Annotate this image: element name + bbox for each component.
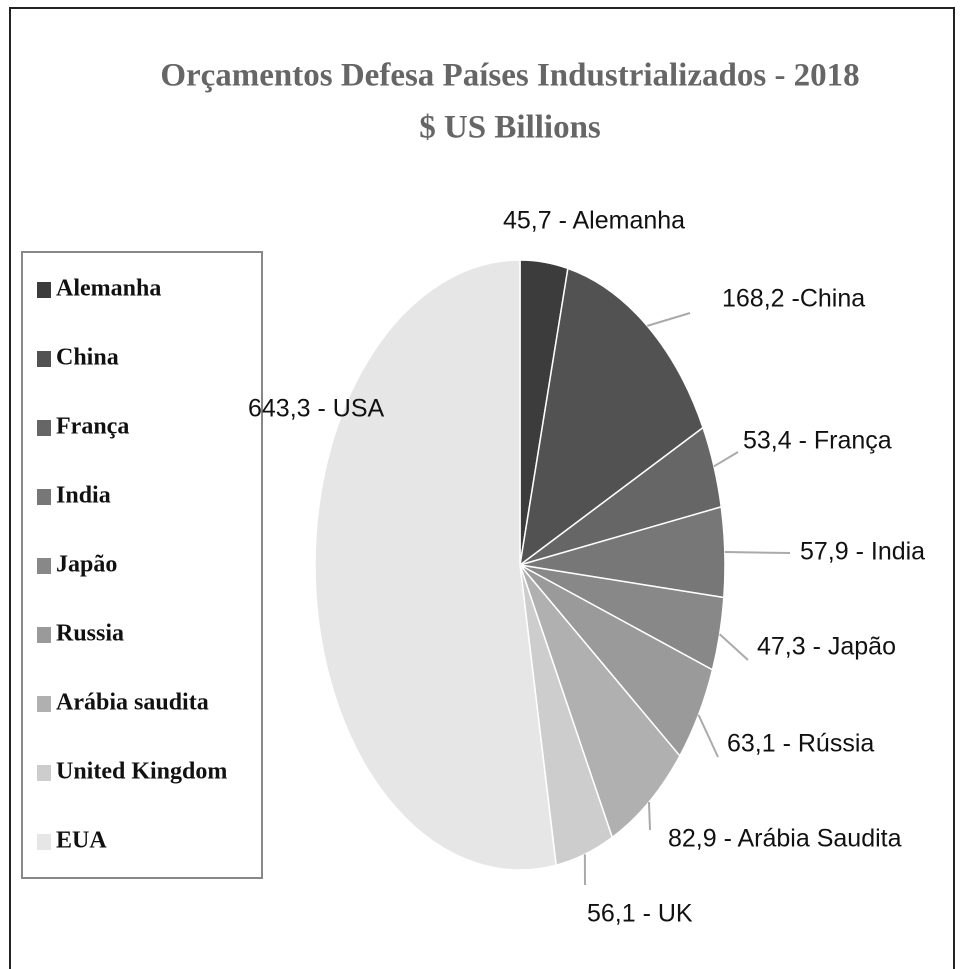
pie-slice <box>519 564 681 839</box>
legend-label: Alemanha <box>56 276 161 302</box>
legend-label: China <box>56 345 119 371</box>
data-label: 643,3 - USA <box>248 395 385 423</box>
pie-slice <box>314 259 557 871</box>
legend-label: Arábia saudita <box>56 690 209 716</box>
pie-slice <box>518 267 704 567</box>
legend-swatch <box>37 558 51 574</box>
legend-swatch <box>37 627 51 643</box>
legend-swatch <box>37 489 51 505</box>
chart-title: Orçamentos Defesa Países Industrializado… <box>160 58 859 94</box>
legend-box <box>21 251 263 879</box>
legend-swatch <box>37 420 51 436</box>
legend-swatch <box>37 834 51 850</box>
legend-swatch <box>37 351 51 367</box>
data-label: 56,1 - UK <box>587 900 693 928</box>
legend-label: EUA <box>56 828 107 854</box>
data-label: 63,1 - Rússia <box>727 730 874 758</box>
leader-line <box>646 312 691 327</box>
legend-label: França <box>56 414 129 440</box>
leader-line <box>718 633 749 661</box>
data-label: 57,9 - India <box>800 538 925 566</box>
data-label: 53,4 - França <box>743 427 892 455</box>
leader-line <box>724 551 791 554</box>
legend-label: Japão <box>56 552 117 578</box>
chart-subtitle: $ US Billions <box>419 110 601 146</box>
data-label: 47,3 - Japão <box>757 633 896 661</box>
data-label: 45,7 - Alemanha <box>503 207 685 235</box>
legend-swatch <box>37 696 51 712</box>
legend-swatch <box>37 765 51 781</box>
leader-line <box>647 802 651 831</box>
legend-swatch <box>37 282 51 298</box>
data-label: 82,9 - Arábia Saudita <box>668 825 902 853</box>
leader-line <box>713 451 739 468</box>
legend-label: India <box>56 483 111 509</box>
leader-line <box>697 714 719 758</box>
legend-label: Russia <box>56 621 124 647</box>
data-label: 168,2 -China <box>722 285 865 313</box>
legend-label: United Kingdom <box>56 759 227 785</box>
